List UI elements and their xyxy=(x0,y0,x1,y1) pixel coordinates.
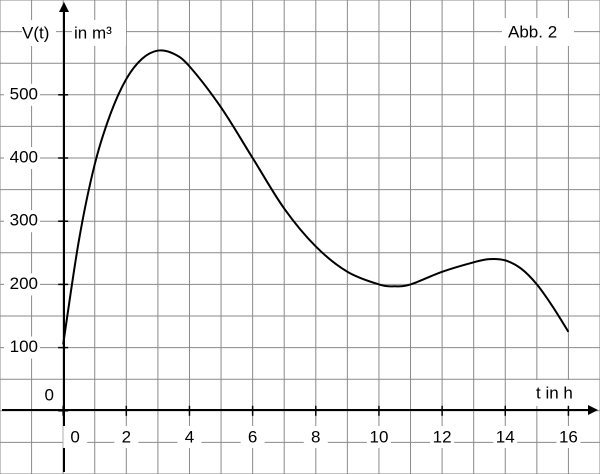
x-tick-label: 10 xyxy=(369,427,388,446)
label-bg xyxy=(4,147,40,169)
label-bg xyxy=(114,426,139,448)
label-bg xyxy=(556,426,581,448)
y-tick-label: 500 xyxy=(10,84,38,103)
label-bg xyxy=(4,210,40,233)
x-tick-label: 14 xyxy=(496,427,515,446)
x-tick-label: 16 xyxy=(559,427,578,446)
x-tick-label: 12 xyxy=(433,427,452,446)
label-bg xyxy=(22,20,56,46)
y-tick-label: 400 xyxy=(10,147,38,166)
label-bg xyxy=(430,426,455,448)
y-axis-unit: in m³ xyxy=(74,23,112,42)
y-tick-label: 100 xyxy=(10,337,38,356)
label-bg xyxy=(502,18,574,46)
x-tick-label: 0 xyxy=(70,427,79,446)
label-bg xyxy=(493,426,518,448)
y-tick-label: 0 xyxy=(45,385,54,404)
x-tick-label: 4 xyxy=(185,427,194,446)
label-bg xyxy=(240,426,265,448)
label-bg xyxy=(4,336,40,359)
label-bg xyxy=(366,426,391,448)
label-bg xyxy=(177,426,202,448)
annotation: Abb. 2 xyxy=(508,22,557,41)
x-tick-label: 6 xyxy=(248,427,257,446)
y-tick-label: 300 xyxy=(10,211,38,230)
label-bg xyxy=(72,20,126,46)
label-bg xyxy=(4,83,40,106)
x-tick-label: 2 xyxy=(122,427,131,446)
y-axis-label: V(t) xyxy=(22,23,49,42)
label-bg xyxy=(530,380,584,406)
x-axis-arrow xyxy=(588,405,598,415)
label-bg xyxy=(63,426,88,448)
y-tick-label: 200 xyxy=(10,274,38,293)
x-axis-label: t in h xyxy=(536,383,573,402)
x-tick-label: 8 xyxy=(311,427,320,446)
label-bg xyxy=(303,426,328,448)
y-axis-arrow xyxy=(59,2,69,12)
label-bg xyxy=(42,384,56,407)
label-bg xyxy=(4,273,40,296)
curve xyxy=(62,49,570,345)
